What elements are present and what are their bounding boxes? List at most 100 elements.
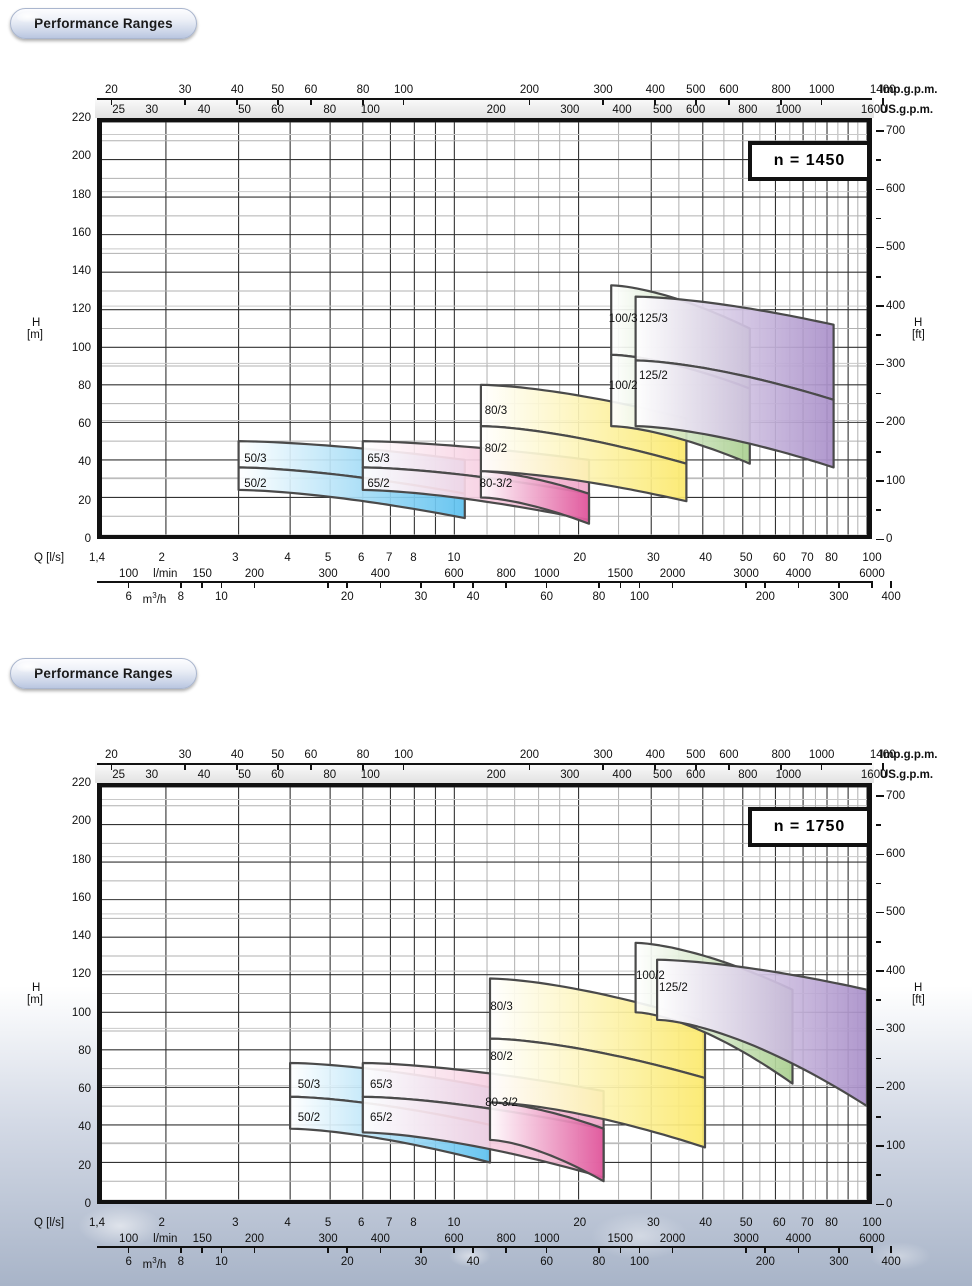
lmin-tick-6: 800	[496, 568, 516, 580]
left-axis-name: H	[32, 316, 41, 329]
y-tick-mark-right	[876, 795, 884, 797]
q-tick-10: 30	[647, 1217, 660, 1229]
y-tick-mark-right	[876, 480, 884, 482]
plot-area	[97, 118, 872, 539]
us-tick-11: 600	[686, 769, 706, 781]
lmin-tick-0: 100	[119, 568, 139, 580]
m3h-tick-mark	[420, 1246, 422, 1253]
y-tick-right-700: 700	[886, 789, 906, 802]
imp-tick-mark	[602, 98, 604, 105]
lmin-tick-mark	[201, 1246, 204, 1253]
us-tick-6: 100	[360, 104, 380, 116]
m3h-tick-mark	[838, 1246, 840, 1253]
plot-area	[97, 783, 872, 1204]
right-axis-name: H	[914, 316, 923, 329]
imp-tick-1: 30	[178, 84, 192, 96]
right-axis-unit: [ft]	[912, 993, 925, 1006]
y-tick-mark-right-minor	[876, 1116, 881, 1118]
lmin-tick-mark	[797, 581, 800, 588]
imp-tick-mark	[528, 763, 531, 770]
m3h-tick-mark	[127, 1246, 130, 1253]
speed-box: n = 1750	[748, 807, 871, 847]
m3h-tick-mark	[545, 1246, 548, 1253]
lmin-tick-10: 3000	[733, 568, 759, 580]
plot-canvas	[102, 787, 867, 1200]
lmin-tick-3: 300	[318, 568, 338, 580]
y-tick-left-20: 20	[78, 494, 91, 507]
imp-tick-3: 50	[271, 749, 285, 761]
imp-tick-mark	[528, 98, 531, 105]
lmin-tick-mark	[745, 581, 747, 588]
q-tick-15: 80	[825, 552, 838, 564]
imp-tick-10: 500	[686, 84, 706, 96]
imp-tick-6: 100	[393, 749, 414, 761]
y-tick-left-40: 40	[78, 456, 91, 469]
y-tick-mark-right-minor	[876, 451, 881, 453]
us-tick-8: 300	[560, 769, 580, 781]
us-tick-9: 400	[612, 769, 632, 781]
imp-tick-mark	[654, 98, 657, 105]
imp-tick-mark	[110, 763, 113, 770]
m3h-tick-mark	[220, 1246, 223, 1253]
imp-tick-6: 100	[393, 84, 414, 96]
imp-tick-5: 80	[356, 84, 370, 96]
m3h-tick-4: 30	[414, 591, 428, 603]
y-tick-mark-right	[876, 188, 884, 191]
m3h-tick-3: 20	[340, 591, 354, 603]
imp-tick-4: 60	[304, 84, 318, 96]
lmin-axis-name: l/min	[153, 568, 178, 580]
right-axis-unit: [ft]	[912, 328, 925, 341]
q-tick-4: 5	[324, 552, 332, 564]
q-tick-6: 7	[385, 1217, 393, 1229]
m3h-tick-mark	[638, 581, 641, 588]
imp-tick-mark	[780, 98, 782, 105]
lmin-tick-mark	[453, 1246, 455, 1253]
lmin-tick-mark	[671, 1246, 674, 1253]
m3h-tick-1: 8	[177, 591, 185, 603]
y-tick-right-100: 100	[886, 474, 906, 487]
y-tick-left-100: 100	[71, 1006, 91, 1019]
imp-tick-mark	[276, 763, 279, 770]
us-tick-2: 40	[197, 769, 211, 781]
bottom-axis-name: Q [l/s]	[34, 552, 65, 564]
q-tick-12: 50	[739, 1217, 753, 1229]
us-tick-10: 500	[652, 769, 673, 781]
lmin-tick-mark	[619, 581, 622, 588]
imp-tick-7: 200	[519, 749, 539, 761]
us-tick-1: 30	[145, 104, 159, 116]
q-tick-16: 100	[862, 1217, 882, 1229]
q-tick-0: 1,4	[89, 552, 105, 564]
lmin-tick-mark	[327, 581, 329, 588]
imp-tick-mark	[184, 763, 186, 770]
q-tick-9: 20	[573, 1217, 587, 1229]
imp-tick-mark	[362, 98, 364, 105]
q-tick-5: 6	[358, 1217, 365, 1229]
y-tick-right-300: 300	[886, 1023, 906, 1035]
right-axis-name: H	[914, 981, 923, 994]
us-tick-3: 50	[238, 769, 251, 781]
y-tick-left-40: 40	[78, 1121, 91, 1134]
m3h-tick-mark	[180, 581, 182, 588]
y-tick-mark-right-minor	[876, 217, 881, 220]
imp-tick-mark	[820, 763, 823, 770]
us-tick-7: 200	[486, 769, 506, 781]
m3h-tick-10: 300	[829, 1256, 849, 1268]
y-tick-right-0: 0	[886, 533, 893, 545]
pump-envelope-80-2	[479, 425, 688, 503]
lmin-tick-mark	[379, 1246, 382, 1253]
m3h-tick-3: 20	[340, 1256, 354, 1268]
y-tick-mark-right	[876, 305, 884, 307]
lmin-tick-1: 150	[192, 568, 212, 580]
lmin-tick-2: 200	[244, 1233, 265, 1245]
us-axis-name: US.g.p.m.	[880, 769, 934, 781]
pump-envelope-50-2	[237, 466, 466, 520]
lmin-tick-mark	[745, 1246, 747, 1253]
imp-tick-13: 1000	[808, 749, 835, 761]
m3h-tick-mark	[890, 1246, 892, 1253]
pump-envelopes	[289, 941, 867, 1183]
imp-tick-8: 300	[593, 749, 613, 761]
m3h-tick-mark	[180, 1246, 182, 1253]
lmin-tick-10: 3000	[733, 1233, 759, 1245]
m3h-tick-9: 200	[755, 1256, 775, 1268]
lmin-axis-name: l/min	[153, 1233, 178, 1245]
